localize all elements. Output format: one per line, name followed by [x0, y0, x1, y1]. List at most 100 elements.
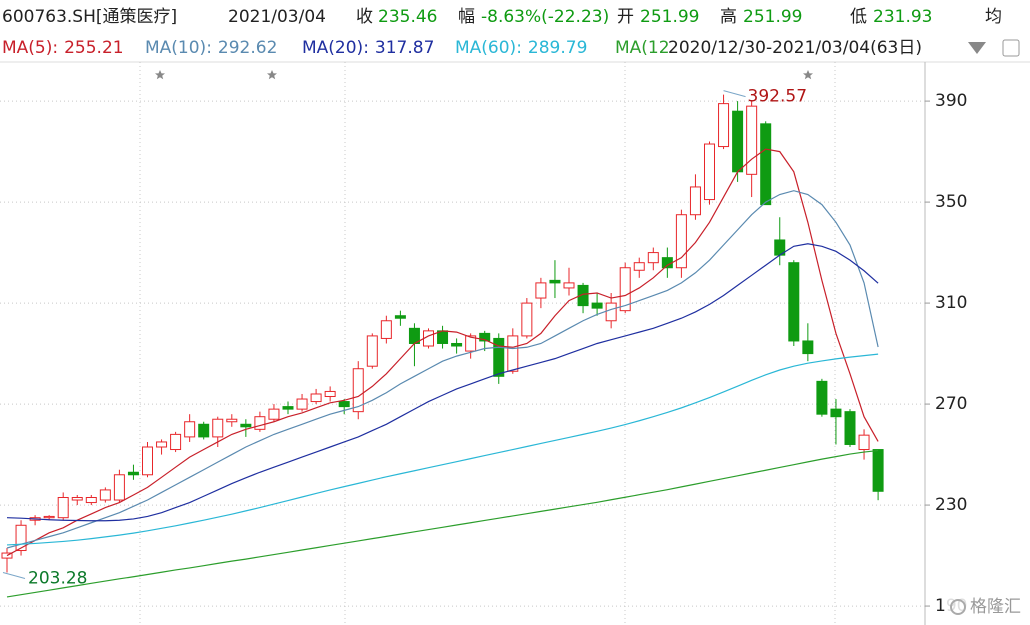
candle-body	[507, 335, 519, 372]
y-tick-label: 270	[935, 394, 967, 414]
legend-entry: MA(5): 255.21	[2, 38, 124, 58]
dropdown-icon[interactable]	[968, 42, 986, 54]
candle-body	[198, 423, 210, 438]
legend-name: MA(5):	[2, 38, 58, 58]
candle-body	[43, 515, 55, 519]
low-value: 231.93	[873, 7, 932, 27]
candle-body	[184, 421, 196, 438]
candle-body	[493, 337, 505, 377]
event-star	[803, 70, 813, 80]
candle-body	[844, 411, 856, 445]
legend-name: MA(12	[615, 38, 670, 58]
overlay: 392.57 203.28	[2, 87, 807, 589]
legend-value: 317.87	[375, 38, 434, 58]
candle-body	[872, 449, 884, 492]
date-range: 2020/12/30-2021/03/04(63日)	[668, 38, 922, 58]
candle-body	[212, 418, 224, 438]
candle-body	[675, 214, 687, 269]
legend-name: MA(20):	[302, 38, 369, 58]
event-star	[155, 70, 165, 80]
candle-body	[479, 332, 491, 342]
change-value: -8.63%(-22.23)	[481, 7, 609, 27]
candle-body	[57, 496, 69, 519]
legend-name: MA(60):	[455, 38, 522, 58]
watermark: 格隆汇	[970, 597, 1021, 617]
candle-body	[85, 496, 97, 504]
settings-icon[interactable]	[1002, 39, 1020, 57]
candle-body	[647, 252, 659, 264]
max-annotation: 392.57	[748, 87, 807, 107]
candle-body	[746, 105, 758, 175]
event-stars	[155, 70, 813, 80]
candle-body	[535, 282, 547, 299]
candle-body	[788, 262, 800, 342]
candle-body	[240, 423, 252, 428]
candle-body	[352, 368, 364, 413]
ma-line	[6, 449, 879, 598]
legend-value: 292.62	[218, 38, 277, 58]
candle-body	[338, 401, 350, 408]
candle-body	[633, 262, 645, 271]
candle-body	[591, 302, 603, 309]
candle-body	[282, 406, 294, 410]
candle-body	[704, 143, 715, 201]
candle-body	[142, 446, 153, 476]
candle-body	[226, 418, 238, 423]
candle-body	[380, 320, 392, 339]
candle-body	[366, 335, 378, 367]
y-tick-label: 390	[935, 91, 967, 111]
close-label: 收	[356, 7, 373, 27]
change-label: 幅	[458, 7, 475, 27]
date: 2021/03/04	[228, 7, 326, 27]
plot-area	[1, 94, 884, 598]
ma-line	[6, 353, 879, 546]
candle-body	[549, 279, 561, 284]
min-annotation: 203.28	[28, 569, 87, 589]
legend-entry: MA(12	[615, 38, 670, 58]
candle-body	[170, 433, 182, 451]
candle-body	[521, 302, 533, 337]
y-tick-label: 350	[935, 192, 967, 212]
candle-body	[605, 302, 617, 322]
symbol: 600763.SH[通策医疗]	[2, 7, 177, 27]
ma-line	[6, 243, 879, 522]
y-tick-label: 230	[935, 495, 967, 515]
legend-entry: MA(10): 292.62	[145, 38, 277, 58]
candle-body	[858, 434, 870, 451]
candle-body	[15, 524, 27, 552]
low-label: 低	[850, 7, 867, 27]
legend-value: 289.79	[528, 38, 587, 58]
candle-body	[71, 496, 83, 501]
candle-body	[127, 471, 139, 476]
watermark-icon	[950, 599, 966, 615]
candle-body	[619, 267, 631, 312]
legend-name: MA(10):	[145, 38, 212, 58]
legend-value: 255.21	[64, 38, 123, 58]
candle-body	[451, 342, 463, 347]
open-value: 251.99	[640, 7, 699, 27]
y-tick-label: 310	[935, 293, 967, 313]
candle-body	[268, 408, 280, 420]
avg-label: 均	[985, 7, 1002, 27]
candle-body	[760, 123, 772, 206]
candle-body	[830, 408, 842, 418]
candle-body	[156, 441, 168, 448]
candle-body	[718, 103, 730, 148]
legend: MA(5): 255.21 MA(10): 292.62 MA(20): 317.87 MA…	[2, 38, 670, 58]
high-label: 高	[720, 7, 737, 27]
candle-body	[577, 284, 589, 307]
legend-entry: MA(60): 289.79	[455, 38, 587, 58]
grid: 190230270310350390	[0, 91, 967, 616]
min-pointer	[2, 572, 26, 580]
close-value: 235.46	[378, 7, 437, 27]
legend-entry: MA(20): 317.87	[302, 38, 434, 58]
candle-body	[113, 474, 125, 501]
candle-body	[802, 340, 814, 355]
event-star	[267, 70, 277, 80]
candle-body	[816, 380, 828, 415]
open-label: 开	[617, 7, 634, 27]
candle-body	[310, 393, 322, 403]
candle-body	[99, 489, 111, 501]
